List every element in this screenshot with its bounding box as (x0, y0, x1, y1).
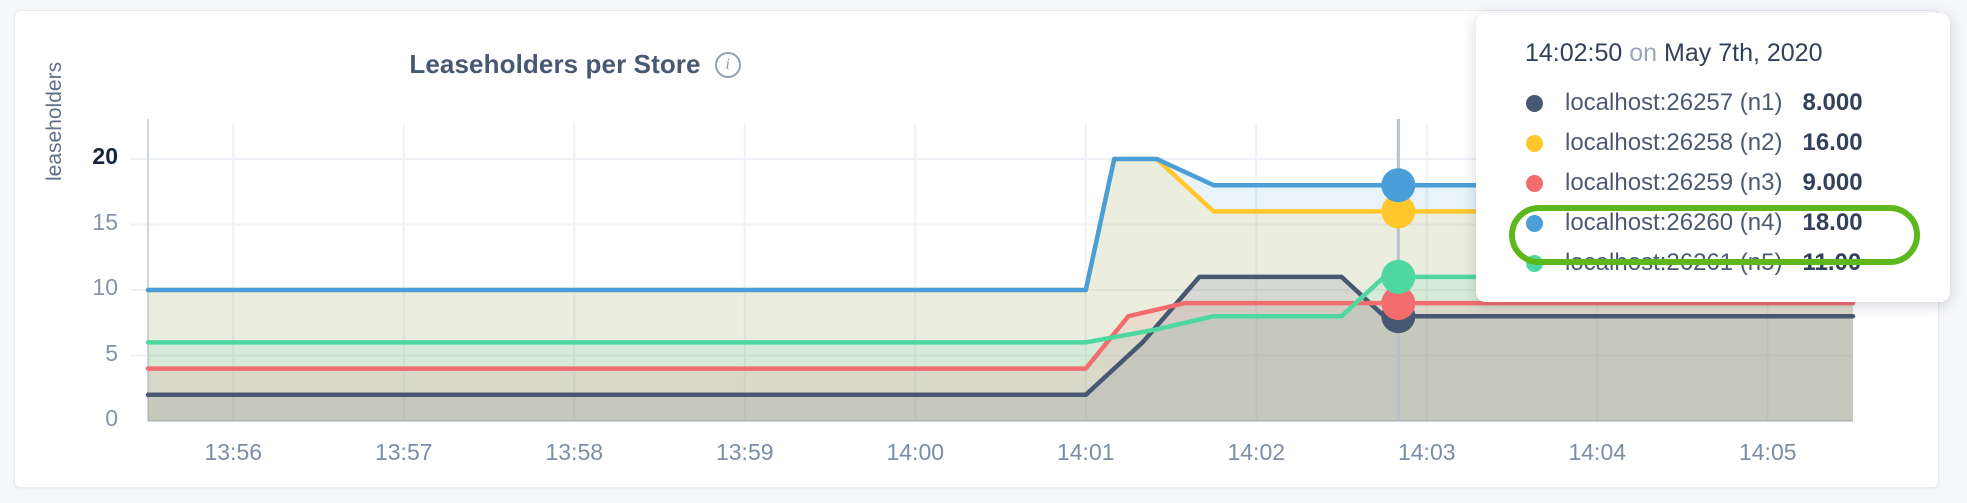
tooltip-row: localhost:26260 (n4) 18.00 (1476, 203, 1950, 243)
x-axis-tick-label: 13:57 (374, 439, 433, 465)
hover-marker-dot (1381, 286, 1416, 321)
tooltip-time-value: 14:02:50 (1525, 39, 1623, 67)
series-color-dot-icon (1526, 94, 1543, 112)
chart-header: Leaseholders per Store i (15, 49, 1135, 80)
x-axis-tick-label: 14:02 (1227, 439, 1286, 465)
y-axis-tick-label: 20 (92, 143, 118, 169)
tooltip-series-label: localhost:26259 (n3) (1565, 169, 1783, 196)
series-color-dot-icon (1526, 254, 1543, 272)
series-area (148, 303, 1853, 421)
x-axis-tick-label: 14:04 (1568, 439, 1627, 465)
series-color-dot-icon (1526, 134, 1543, 152)
tooltip-series-label: localhost:26258 (n2) (1565, 129, 1783, 156)
hover-tooltip: 14:02:50 on May 7th, 2020 localhost:2625… (1476, 13, 1950, 302)
x-axis-tick-label: 13:56 (204, 439, 263, 465)
tooltip-on-word: on (1629, 39, 1658, 67)
tooltip-series-value: 11.00 (1802, 249, 1862, 276)
hover-marker-dot (1381, 259, 1416, 294)
info-circle-icon[interactable]: i (714, 51, 741, 78)
tooltip-series-label: localhost:26260 (n4) (1565, 209, 1783, 236)
tooltip-row: localhost:26261 (n5) 11.00 (1476, 243, 1950, 283)
page-title: Leaseholders per Store (409, 49, 701, 79)
series-line (145, 156, 1856, 293)
y-axis-tick-label: 5 (105, 339, 118, 366)
tooltip-timestamp: 14:02:50 on May 7th, 2020 (1476, 39, 1950, 68)
series-area (148, 276, 1853, 421)
tooltip-row: localhost:26257 (n1) 8.000 (1476, 83, 1950, 123)
series-color-dot-icon (1526, 214, 1543, 232)
tooltip-series-value: 16.00 (1802, 129, 1863, 156)
y-axis-tick-label: 0 (105, 405, 118, 431)
chart-svg (130, 119, 1856, 422)
hover-marker-dot (1381, 194, 1416, 229)
tooltip-series-value: 8.000 (1802, 89, 1863, 116)
tooltip-row: localhost:26258 (n2) 16.00 (1476, 123, 1950, 163)
series-area (148, 276, 1853, 421)
tooltip-series-label: localhost:26257 (n1) (1565, 89, 1783, 116)
tooltip-series-label: localhost:26261 (n5) (1565, 249, 1783, 276)
x-axis-tick-label: 13:58 (545, 439, 604, 465)
tooltip-series-list: localhost:26257 (n1) 8.000 localhost:26258… (1476, 83, 1950, 283)
x-axis-tick-label: 14:00 (886, 439, 945, 465)
tooltip-series-value: 9.000 (1802, 169, 1863, 196)
y-axis-tick-label: 15 (92, 208, 118, 235)
x-axis-tick-label: 14:05 (1738, 439, 1797, 465)
tooltip-date-value: May 7th, 2020 (1664, 39, 1823, 67)
chart-plot-area[interactable]: leaseholders 0 5 10 15 20 13:56 13:57 13:58 13:… (15, 11, 1940, 489)
x-axis-tick-label: 13:59 (715, 439, 774, 465)
tooltip-series-value: 18.00 (1802, 209, 1863, 236)
series-color-dot-icon (1526, 174, 1543, 192)
hover-marker-dot (1381, 168, 1416, 203)
y-axis-tick-label: 10 (92, 274, 118, 300)
x-axis-tick-label: 14:01 (1056, 439, 1115, 465)
x-axis-tick-label: 14:03 (1397, 439, 1456, 465)
tooltip-row: localhost:26259 (n3) 9.000 (1476, 163, 1950, 203)
